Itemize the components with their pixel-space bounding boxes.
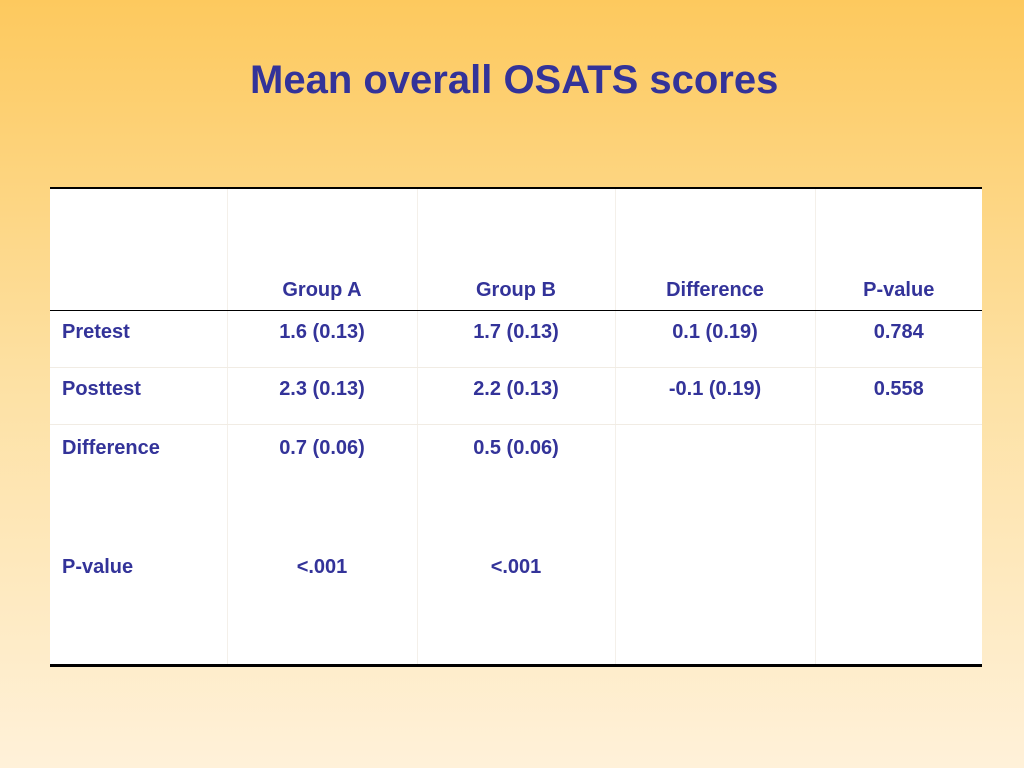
header-difference: Difference <box>614 189 815 311</box>
row-label: Posttest <box>50 367 227 425</box>
table-cell <box>614 424 815 544</box>
table-cell: 2.3 (0.13) <box>226 367 417 425</box>
table-cell: 0.7 (0.06) <box>226 424 417 544</box>
table-cell: <.001 <box>226 544 417 664</box>
table-cell <box>814 424 982 544</box>
table-row-posttest: Posttest 2.3 (0.13) 2.2 (0.13) -0.1 (0.1… <box>50 367 982 425</box>
scores-table: Group A Group B Difference P-value Prete… <box>50 187 982 667</box>
header-cell-empty <box>50 189 227 311</box>
table-cell <box>614 544 815 664</box>
table-cell: 1.7 (0.13) <box>416 310 615 368</box>
table-cell <box>814 544 982 664</box>
table-cell: 0.784 <box>814 310 982 368</box>
table-cell: 0.558 <box>814 367 982 425</box>
table-row-difference: Difference 0.7 (0.06) 0.5 (0.06) <box>50 424 982 544</box>
header-group-a: Group A <box>226 189 417 311</box>
table-cell: -0.1 (0.19) <box>614 367 815 425</box>
slide-title: Mean overall OSATS scores <box>250 58 779 102</box>
table-row-pretest: Pretest 1.6 (0.13) 1.7 (0.13) 0.1 (0.19)… <box>50 310 982 368</box>
table-cell: 0.5 (0.06) <box>416 424 615 544</box>
header-group-b: Group B <box>416 189 615 311</box>
row-label: Pretest <box>50 310 227 368</box>
table-row-p-value: P-value <.001 <.001 <box>50 544 982 664</box>
table-cell: <.001 <box>416 544 615 664</box>
header-p-value: P-value <box>814 189 982 311</box>
table-header-row: Group A Group B Difference P-value <box>50 189 982 311</box>
row-label: P-value <box>62 556 134 578</box>
table-cell: 2.2 (0.13) <box>416 367 615 425</box>
row-label: Difference <box>62 436 160 459</box>
table-cell: 0.1 (0.19) <box>614 310 815 368</box>
table-cell: 1.6 (0.13) <box>226 310 417 368</box>
